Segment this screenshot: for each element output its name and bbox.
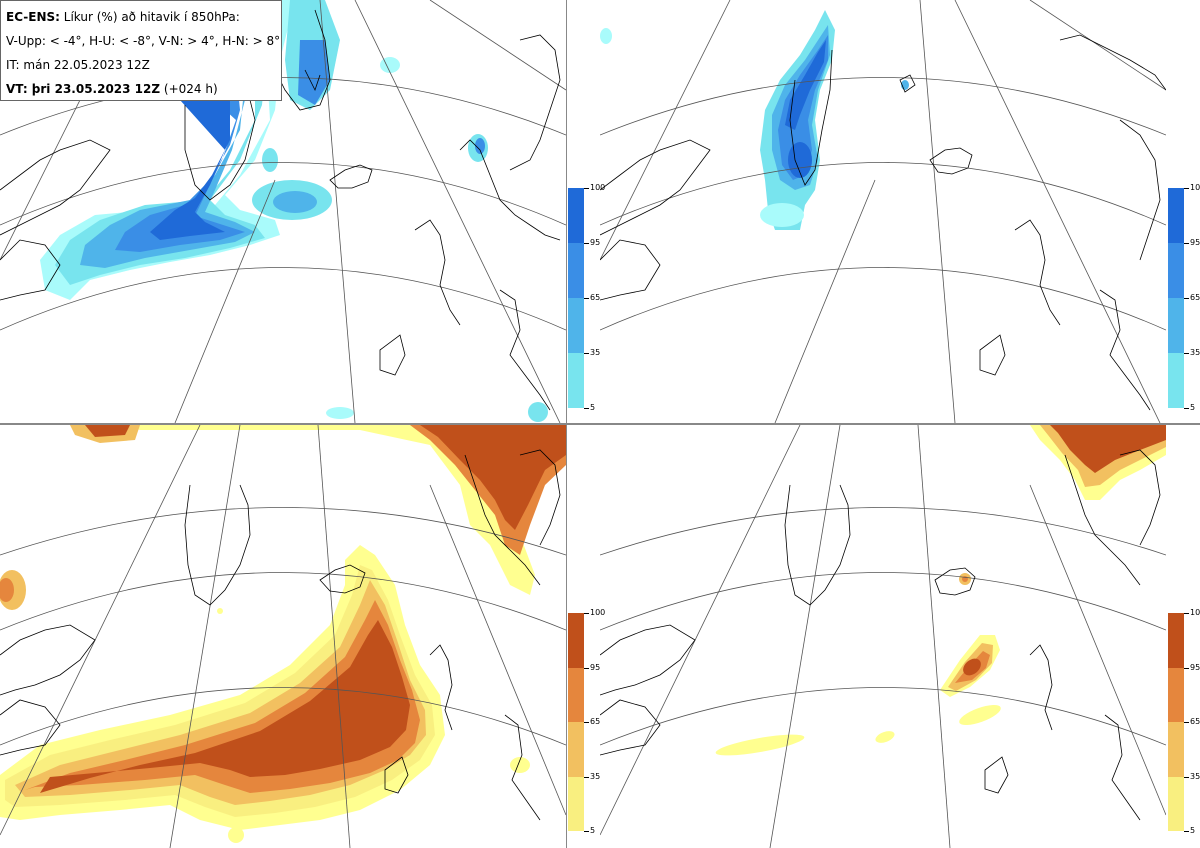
horizontal-divider	[0, 423, 1200, 425]
colorbar-tick	[584, 831, 589, 832]
colorbar-segment	[568, 667, 584, 722]
colorbar-segment	[568, 298, 584, 353]
map-panel-v-n	[0, 425, 566, 848]
graticule	[0, 0, 566, 423]
colorbar-segment	[1168, 188, 1184, 243]
colorbar-segment	[1168, 243, 1184, 298]
colorbar-tick-label: 35	[590, 348, 601, 357]
model-label: EC-ENS:	[6, 10, 60, 24]
colorbar-segment	[568, 776, 584, 831]
initial-time: IT: mán 22.05.2023 12Z	[6, 58, 150, 72]
colorbar-segment	[568, 722, 584, 777]
colorbar-tick	[1184, 188, 1189, 189]
colorbar-orange-bottom-right: 100 95 65 35 5	[1168, 609, 1200, 835]
graticule	[0, 425, 566, 848]
colorbar-tick-label: 95	[1190, 238, 1200, 247]
colorbar-tick	[584, 353, 589, 354]
colorbar-tick-label: 5	[590, 403, 596, 412]
colorbar-tick	[1184, 353, 1189, 354]
graticule	[600, 0, 1166, 423]
colorbar-tick-label: 100	[1190, 608, 1200, 617]
coastlines	[600, 34, 1166, 411]
colorbar-orange-bottom-left: 100 95 65 35 5	[568, 609, 605, 835]
map-panel-v-upp: EC-ENS: Líkur (%) að hitavik í 850hPa: V…	[0, 0, 566, 423]
colorbar-tick	[1184, 776, 1189, 778]
colorbar-segment	[568, 613, 584, 668]
colorbar-tick	[584, 776, 589, 778]
colorbar-segment	[1168, 613, 1184, 668]
colorbar-tick-label: 5	[1190, 826, 1196, 835]
colorbar-segment	[1168, 667, 1184, 722]
colorbar-tick	[1184, 667, 1189, 669]
colorbar-tick	[1184, 831, 1189, 832]
colorbar-tick	[584, 408, 589, 409]
coastlines	[0, 449, 561, 821]
colorbar-tick-label: 100	[590, 183, 606, 192]
colorbar-tick-label: 35	[590, 771, 601, 781]
colorbar-tick	[584, 243, 589, 244]
colorbar-tick-label: 65	[590, 717, 601, 726]
colorbar-tick-label: 100	[1190, 183, 1200, 192]
colorbar-segment	[1168, 722, 1184, 777]
colorbar-segment	[568, 188, 584, 243]
map-canvas	[600, 425, 1166, 848]
colorbar-blue-top-left: 100 95 65 35 5	[568, 184, 605, 412]
coastlines	[600, 449, 1161, 821]
colorbar-tick-label: 65	[1190, 293, 1200, 302]
colorbar-tick-label: 95	[1190, 662, 1200, 672]
map-panel-h-u	[600, 0, 1166, 423]
colorbar-tick	[1184, 298, 1189, 299]
probability-field	[600, 10, 909, 230]
colorbar-tick	[584, 722, 589, 723]
map-canvas	[0, 425, 566, 848]
colorbar-tick	[584, 298, 589, 299]
colorbar-tick-label: 65	[590, 293, 601, 302]
colorbar-tick	[584, 613, 589, 614]
colorbar-tick	[1184, 408, 1189, 409]
probability-field	[0, 425, 566, 843]
colorbar-segment	[568, 243, 584, 298]
graticule	[600, 425, 1166, 848]
colorbar-tick	[584, 188, 589, 189]
lead-time: (+024 h)	[163, 82, 218, 96]
colorbar-blue-top-right: 100 95 65 35 5	[1168, 184, 1200, 412]
map-canvas	[600, 0, 1166, 423]
probability-field	[715, 425, 1166, 756]
colorbar-tick	[1184, 243, 1189, 244]
colorbar-tick-label: 35	[1190, 771, 1200, 781]
map-legend: EC-ENS: Líkur (%) að hitavik í 850hPa: V…	[0, 0, 282, 101]
colorbar-tick-label: 65	[1190, 717, 1200, 726]
colorbar-tick	[584, 667, 589, 669]
colorbar-segment	[568, 353, 584, 408]
colorbar-segment	[1168, 353, 1184, 408]
colorbar-segment	[1168, 776, 1184, 831]
colorbar-tick	[1184, 613, 1189, 614]
colorbar-segment	[1168, 298, 1184, 353]
colorbar-tick	[1184, 722, 1189, 723]
colorbar-tick-label: 95	[590, 238, 601, 247]
colorbar-tick-label: 95	[590, 662, 601, 672]
vertical-divider	[566, 0, 567, 848]
legend-categories: V-Upp: < -4°, H-U: < -8°, V-N: > 4°, H-N…	[6, 34, 281, 48]
map-canvas	[0, 0, 566, 423]
colorbar-tick-label: 35	[1190, 348, 1200, 357]
colorbar-tick-label: 5	[590, 826, 596, 835]
map-panel-h-n	[600, 425, 1166, 848]
colorbar-tick-label: 5	[1190, 403, 1196, 412]
legend-title: Líkur (%) að hitavik í 850hPa:	[63, 10, 240, 24]
colorbar-tick-label: 100	[590, 608, 606, 617]
valid-time: VT: þri 23.05.2023 12Z	[6, 82, 161, 96]
probability-field	[40, 0, 548, 422]
